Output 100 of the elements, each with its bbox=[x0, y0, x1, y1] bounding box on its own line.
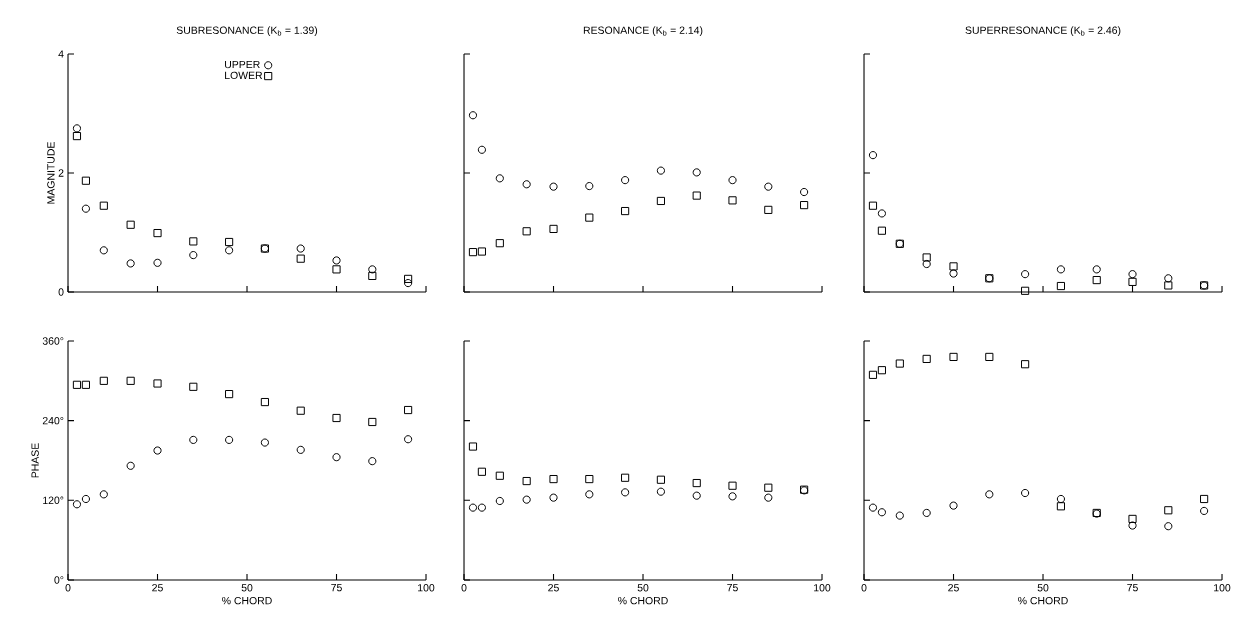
point bbox=[189, 382, 198, 391]
point bbox=[692, 191, 701, 200]
point bbox=[189, 237, 198, 246]
chart-title: RESONANCE (K$_{b}$ = 2.14) bbox=[583, 26, 703, 37]
point bbox=[621, 488, 630, 497]
point bbox=[549, 493, 558, 502]
point bbox=[126, 220, 135, 229]
point bbox=[1092, 265, 1101, 274]
y-tick-label: 2 bbox=[58, 169, 64, 177]
x-axis-title: % CHORD bbox=[618, 596, 668, 605]
point bbox=[468, 442, 478, 451]
point bbox=[621, 473, 630, 482]
point bbox=[922, 508, 931, 518]
point bbox=[868, 201, 878, 210]
point bbox=[1056, 494, 1065, 504]
point bbox=[404, 274, 413, 283]
point bbox=[72, 500, 82, 509]
point bbox=[404, 435, 413, 444]
point bbox=[153, 446, 162, 455]
point bbox=[153, 379, 162, 388]
x-tick-label: 75 bbox=[331, 584, 342, 592]
x-tick-label: 100 bbox=[814, 584, 831, 592]
point bbox=[522, 495, 531, 504]
point bbox=[621, 206, 630, 216]
point bbox=[549, 224, 558, 233]
point bbox=[477, 503, 486, 512]
point bbox=[99, 376, 108, 385]
chart-title: SUBRESONANCE (K$_{b}$ = 1.39) bbox=[176, 26, 318, 37]
point bbox=[368, 265, 377, 274]
point bbox=[764, 493, 773, 502]
point bbox=[495, 174, 504, 183]
point bbox=[126, 376, 135, 385]
point bbox=[368, 457, 377, 466]
point bbox=[985, 352, 994, 362]
point bbox=[1200, 506, 1209, 516]
point bbox=[404, 278, 413, 288]
point bbox=[895, 359, 904, 368]
point bbox=[332, 413, 341, 423]
point bbox=[368, 417, 377, 427]
point bbox=[1056, 265, 1065, 274]
point bbox=[477, 145, 486, 154]
x-tick-label: 100 bbox=[1214, 584, 1231, 592]
x-axis-title: % CHORD bbox=[222, 596, 272, 605]
point bbox=[99, 246, 108, 255]
point bbox=[1128, 514, 1137, 523]
point bbox=[72, 124, 82, 133]
point bbox=[949, 262, 958, 271]
point bbox=[1164, 281, 1173, 290]
point bbox=[800, 201, 809, 210]
point bbox=[728, 481, 737, 490]
legend-label: UPPER bbox=[225, 60, 260, 69]
point bbox=[1092, 276, 1101, 285]
point bbox=[296, 406, 305, 415]
point bbox=[495, 496, 504, 506]
y-tick-label: 120° bbox=[43, 496, 64, 505]
point bbox=[332, 256, 341, 265]
point bbox=[332, 453, 341, 462]
point bbox=[656, 475, 665, 484]
point bbox=[728, 492, 737, 501]
point bbox=[477, 467, 486, 476]
point bbox=[495, 239, 504, 248]
point bbox=[468, 111, 478, 120]
point bbox=[895, 511, 904, 520]
point bbox=[468, 248, 478, 257]
point bbox=[153, 258, 162, 267]
point bbox=[764, 483, 773, 492]
point bbox=[877, 508, 886, 517]
point bbox=[877, 366, 886, 375]
y-axis-title: PHASE bbox=[31, 443, 39, 478]
point bbox=[692, 168, 701, 177]
point bbox=[1128, 521, 1137, 530]
y-tick-label: 0° bbox=[54, 576, 64, 584]
point bbox=[126, 461, 135, 470]
point bbox=[99, 201, 108, 210]
point bbox=[922, 354, 931, 363]
point bbox=[621, 176, 630, 185]
point bbox=[1128, 270, 1137, 279]
point bbox=[72, 132, 82, 141]
point bbox=[922, 253, 931, 262]
point bbox=[189, 251, 198, 260]
point bbox=[692, 478, 701, 488]
point bbox=[949, 501, 958, 510]
point bbox=[404, 405, 413, 415]
point bbox=[764, 205, 773, 214]
point bbox=[495, 471, 504, 480]
point bbox=[1056, 502, 1065, 511]
point bbox=[225, 246, 234, 255]
point bbox=[81, 380, 90, 389]
point bbox=[81, 494, 90, 504]
point bbox=[1164, 506, 1173, 515]
x-tick-label: 50 bbox=[1037, 584, 1049, 592]
point bbox=[728, 196, 737, 205]
point bbox=[1200, 494, 1209, 504]
point bbox=[728, 176, 737, 185]
point bbox=[1164, 274, 1173, 283]
point bbox=[522, 227, 531, 236]
point bbox=[1164, 522, 1173, 531]
point bbox=[332, 265, 341, 274]
point bbox=[949, 352, 958, 362]
x-axis-title: % CHORD bbox=[1018, 596, 1068, 605]
